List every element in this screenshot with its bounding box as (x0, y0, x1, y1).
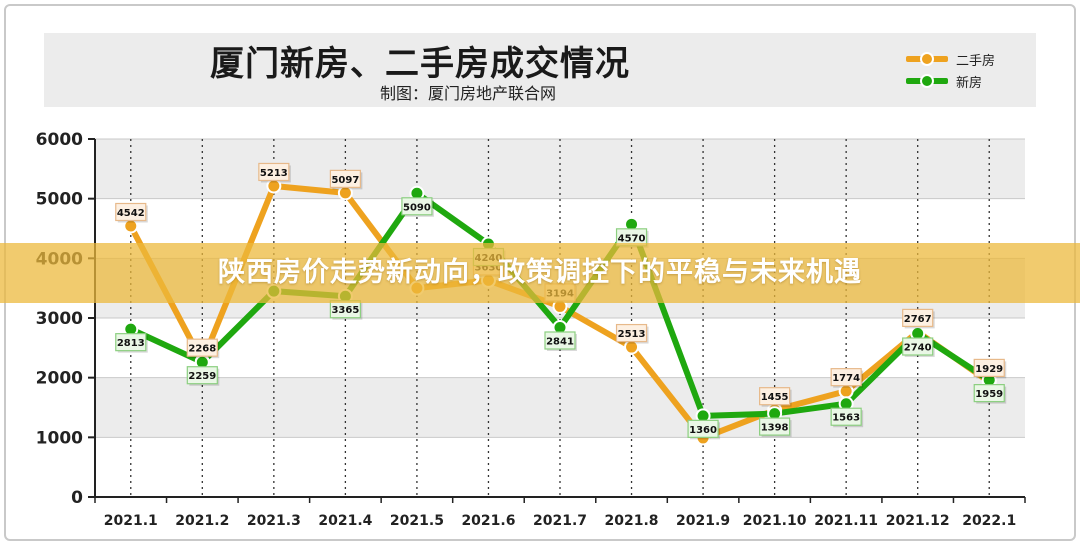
y-tick-label: 3000 (36, 309, 83, 329)
data-label-box-second-hand (258, 162, 290, 182)
legend-marker-new-house (920, 74, 934, 88)
y-tick-label: 0 (71, 488, 83, 508)
x-tick-label: 2021.11 (814, 513, 878, 529)
data-label-new-house: 2740 (904, 343, 932, 354)
plot-band (95, 139, 1025, 199)
chart-subtitle: 制图：厦门房地产联合网 (380, 84, 557, 103)
data-label-second-hand: 1455 (761, 392, 789, 403)
data-label-new-house: 1959 (975, 389, 1003, 400)
data-label-second-hand: 4542 (117, 208, 145, 219)
data-label-new-house: 2813 (117, 338, 145, 349)
data-label-new-house: 1360 (689, 425, 717, 436)
data-label-box-second-hand (830, 368, 862, 387)
data-label-new-house: 4570 (618, 233, 646, 244)
data-label-second-hand: 5097 (331, 175, 359, 186)
banner-headline: 陕西房价走势新动向，政策调控下的平稳与未来机遇 (218, 257, 862, 288)
data-label-second-hand: 2268 (188, 344, 216, 355)
x-tick-label: 2021.3 (247, 513, 301, 529)
x-tick-label: 2021.7 (533, 513, 587, 529)
x-tick-label: 2021.8 (605, 513, 659, 529)
data-label-second-hand: 5213 (260, 168, 288, 179)
x-tick-label: 2022.1 (962, 513, 1016, 529)
data-label-new-house: 5090 (403, 202, 431, 213)
x-tick-label: 2021.9 (676, 513, 730, 529)
y-tick-label: 1000 (36, 428, 83, 448)
data-label-new-house: 3365 (331, 305, 359, 316)
x-tick-label: 2021.12 (886, 513, 950, 529)
data-label-second-hand: 2513 (618, 329, 646, 340)
legend-label-second-hand: 二手房 (956, 54, 996, 69)
data-label-box-new-house (115, 333, 147, 352)
data-label-new-house: 2841 (546, 336, 574, 347)
data-label-second-hand: 2767 (904, 314, 932, 325)
data-label-new-house: 1398 (761, 423, 789, 434)
data-label-new-house: 2259 (188, 371, 216, 382)
x-tick-label: 2021.2 (175, 513, 229, 529)
data-label-box-new-house (186, 366, 218, 385)
overlay-banner: 陕西房价走势新动向，政策调控下的平稳与未来机遇 (0, 243, 1080, 303)
data-label-box-second-hand (615, 323, 648, 343)
data-label-box-new-house (401, 197, 433, 216)
x-tick-label: 2021.6 (461, 513, 515, 529)
data-label-box-new-house (759, 417, 791, 436)
legend-label-new-house: 新房 (956, 76, 983, 91)
data-label-box-new-house (902, 337, 934, 356)
data-label-box-second-hand (329, 169, 361, 188)
x-tick-label: 2021.1 (104, 513, 158, 529)
x-tick-label: 2021.4 (318, 513, 372, 529)
data-label-box-new-house (544, 331, 576, 350)
data-label-box-new-house (973, 384, 1005, 403)
y-tick-label: 5000 (36, 190, 83, 210)
data-label-second-hand: 1774 (832, 373, 860, 384)
data-label-box-second-hand (186, 338, 218, 357)
data-label-box-second-hand (115, 202, 147, 222)
y-tick-label: 2000 (36, 369, 83, 389)
chart-header (44, 33, 1036, 107)
data-label-box-second-hand (973, 358, 1005, 378)
chart-title: 厦门新房、二手房成交情况 (210, 44, 630, 84)
x-tick-label: 2021.10 (743, 513, 807, 529)
data-label-box-new-house (687, 419, 719, 438)
data-label-box-second-hand (902, 308, 934, 328)
legend-marker-second-hand (920, 52, 934, 66)
x-tick-label: 2021.5 (390, 513, 444, 529)
data-label-second-hand: 1929 (975, 364, 1003, 375)
y-tick-label: 6000 (36, 130, 83, 150)
data-label-box-second-hand (759, 387, 791, 406)
data-label-box-new-house (830, 407, 862, 426)
data-label-new-house: 1563 (832, 413, 860, 424)
